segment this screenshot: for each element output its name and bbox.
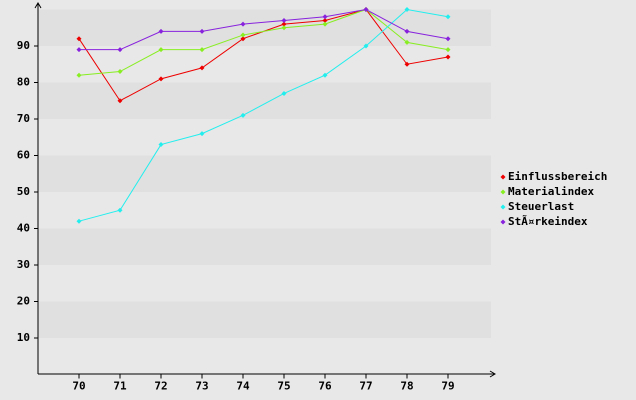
point (281, 90, 287, 96)
point (76, 36, 82, 42)
grid-band (38, 192, 491, 229)
legend-label: StÃ¤rkeindex (508, 215, 588, 228)
grid-band (38, 46, 491, 83)
point (117, 98, 123, 104)
series-line (79, 8, 449, 51)
point (322, 21, 328, 27)
point (281, 25, 287, 31)
x-tick-label: 73 (195, 380, 208, 393)
point (363, 7, 369, 12)
grid-band (38, 119, 491, 156)
point (240, 112, 246, 118)
point (76, 218, 82, 224)
point (158, 142, 164, 148)
series-line (78, 8, 449, 76)
legend-marker (500, 174, 506, 180)
point (76, 72, 82, 78)
point (445, 36, 451, 42)
point (199, 65, 205, 71)
legend-label: Einflussbereich (508, 170, 607, 183)
point (199, 28, 205, 34)
y-tick-label: 90 (17, 39, 30, 52)
x-tick-label: 77 (359, 380, 372, 393)
x-tick-label: 72 (154, 380, 167, 393)
point (281, 17, 287, 23)
point (363, 43, 369, 49)
y-tick-label: 40 (17, 222, 30, 235)
point (445, 14, 451, 20)
point (404, 28, 410, 34)
x-tick-label: 71 (113, 380, 127, 393)
point (404, 61, 410, 67)
point (322, 17, 328, 23)
grid-band (38, 228, 491, 265)
point (281, 21, 287, 27)
series-line (78, 8, 449, 222)
y-tick-label: 50 (17, 185, 30, 198)
x-tick-label: 75 (277, 380, 290, 393)
y-tick-label: 70 (17, 112, 30, 125)
legend-label: Steuerlast (508, 200, 574, 213)
point (76, 47, 82, 53)
point (199, 47, 205, 53)
y-tick-label: 60 (17, 149, 30, 162)
legend-marker (500, 204, 506, 210)
plot-bands (38, 9, 491, 375)
point (158, 76, 164, 82)
point (404, 7, 410, 12)
point (322, 14, 328, 20)
x-tick-label: 79 (441, 380, 454, 393)
y-axis-arrow (34, 2, 42, 9)
y-tick-label: 80 (17, 76, 30, 89)
point (158, 47, 164, 53)
y-tick-label: 20 (17, 295, 30, 308)
x-tick-label: 70 (72, 380, 85, 393)
y-tick-label: 10 (17, 331, 30, 344)
point (117, 207, 123, 213)
point (117, 69, 123, 75)
x-tick-label: 78 (400, 380, 413, 393)
grid-band (38, 301, 491, 338)
legend-marker (500, 219, 506, 225)
y-tick-label: 30 (17, 258, 30, 271)
x-tick-label: 76 (318, 380, 332, 393)
point (404, 39, 410, 45)
point (199, 131, 205, 137)
legend-label: Materialindex (508, 185, 594, 198)
point (158, 28, 164, 34)
point (445, 47, 451, 53)
grid-band (38, 265, 491, 302)
point (240, 21, 246, 27)
grid-band (38, 155, 491, 192)
point (240, 36, 246, 42)
grid-band (38, 82, 491, 119)
legend-marker (500, 189, 506, 195)
x-tick-label: 74 (236, 380, 250, 393)
grid-band (38, 338, 491, 375)
point (322, 72, 328, 78)
point (445, 54, 451, 60)
point (117, 47, 123, 53)
grid-band (38, 9, 491, 46)
x-axis-arrow (489, 370, 496, 378)
point (240, 32, 246, 38)
